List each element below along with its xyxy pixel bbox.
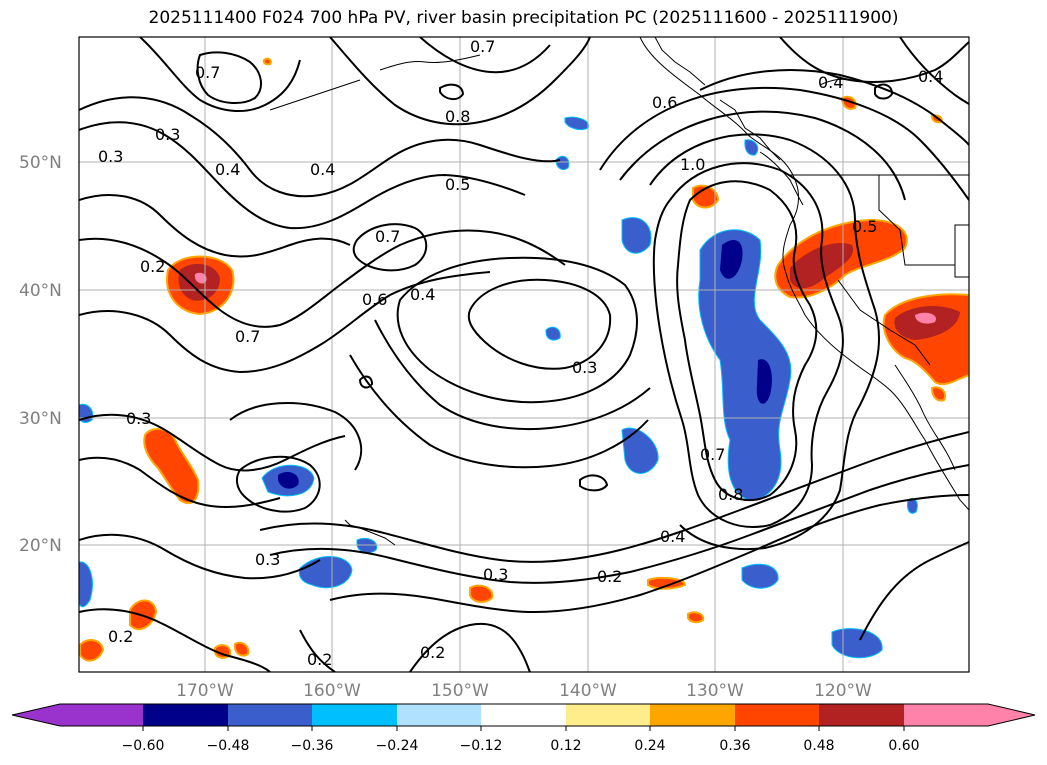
lat-tick-label: 30°N: [19, 409, 62, 429]
contour-label: 0.6: [362, 290, 387, 309]
contour-label: 0.8: [445, 107, 470, 126]
colorbar-tick-label: 0.48: [803, 738, 834, 754]
colorbar-left-extension: [12, 704, 60, 726]
contour-label: 0.7: [700, 445, 725, 464]
contour-labels: 0.7 0.3 0.3 0.4 0.8 0.4 0.5 0.6 0.7 1.0 …: [98, 37, 943, 669]
contour-label: 0.4: [410, 285, 435, 304]
contour-label: 0.4: [818, 73, 843, 92]
contour-label: 0.4: [215, 160, 240, 179]
colorbar-tick-label: 0.12: [550, 738, 581, 754]
contour-label: 0.3: [483, 565, 508, 584]
colorbar-segment: [143, 704, 229, 726]
colorbar-segment: [735, 704, 820, 726]
latitude-axis: 50°N 40°N 30°N 20°N: [19, 153, 62, 556]
colorbar-segment: [819, 704, 905, 726]
longitude-axis: 170°W 160°W 150°W 140°W 130°W 120°W: [176, 681, 872, 701]
colorbar-tick-label: 0.36: [719, 738, 750, 754]
contour-label: 0.8: [718, 485, 743, 504]
colorbar-segment: [904, 704, 989, 726]
contour-label: 0.5: [852, 217, 877, 236]
contour-label: 0.7: [470, 37, 495, 56]
lon-tick-label: 140°W: [559, 681, 617, 701]
lat-tick-label: 50°N: [19, 153, 62, 173]
positive-precip-shading: [79, 57, 969, 662]
colorbar: −0.60 −0.48 −0.36 −0.24 −0.12 0.12 0.24 …: [11, 703, 1036, 754]
coastlines: [269, 37, 969, 546]
contour-label: 0.3: [255, 550, 280, 569]
contour-label: 0.3: [572, 358, 597, 377]
contour-label: 0.7: [195, 63, 220, 82]
lon-tick-label: 150°W: [431, 681, 489, 701]
colorbar-segment: [60, 704, 144, 726]
colorbar-right-extension: [988, 704, 1035, 726]
contour-label: 0.7: [375, 227, 400, 246]
contour-label: 0.3: [126, 409, 151, 428]
colorbar-segment: [481, 704, 567, 726]
colorbar-segment: [397, 704, 482, 726]
contour-label: 0.3: [155, 125, 180, 144]
contour-label: 0.4: [310, 160, 335, 179]
contour-label: 0.2: [108, 627, 133, 646]
colorbar-tick-label: 0.24: [634, 738, 665, 754]
contour-label: 0.2: [420, 643, 445, 662]
contour-label: 0.5: [445, 175, 470, 194]
lat-tick-label: 20°N: [19, 536, 62, 556]
contour-label: 0.7: [235, 327, 260, 346]
contour-label: 0.6: [652, 93, 677, 112]
contour-label: 0.2: [307, 650, 332, 669]
colorbar-tick-label: −0.36: [291, 738, 334, 754]
colorbar-tick-label: −0.60: [122, 738, 165, 754]
contour-label: 0.3: [98, 147, 123, 166]
colorbar-segment: [650, 704, 736, 726]
contour-label: 0.2: [597, 567, 622, 586]
colorbar-tick-label: 0.60: [888, 738, 919, 754]
contour-label: 0.4: [660, 527, 685, 546]
colorbar-segment: [566, 704, 651, 726]
colorbar-tick-label: −0.48: [207, 738, 250, 754]
contour-label: 0.4: [918, 67, 943, 86]
map-panel: 0.7 0.3 0.3 0.4 0.8 0.4 0.5 0.6 0.7 1.0 …: [78, 36, 970, 673]
lon-tick-label: 160°W: [303, 681, 361, 701]
colorbar-segment: [228, 704, 313, 726]
lon-tick-label: 130°W: [686, 681, 744, 701]
lon-tick-label: 170°W: [176, 681, 234, 701]
negative-precip-shading: [79, 116, 918, 659]
colorbar-tick-marks: [142, 726, 905, 731]
colorbar-tick-label: −0.12: [460, 738, 503, 754]
lat-tick-label: 40°N: [19, 281, 62, 301]
colorbar-tick-label: −0.24: [376, 738, 419, 754]
pv-contours: [79, 37, 969, 672]
lon-tick-label: 120°W: [814, 681, 872, 701]
contour-label: 0.2: [140, 257, 165, 276]
contour-label: 1.0: [680, 155, 705, 174]
colorbar-segment: [312, 704, 398, 726]
map-title: 2025111400 F024 700 hPa PV, river basin …: [148, 8, 899, 28]
